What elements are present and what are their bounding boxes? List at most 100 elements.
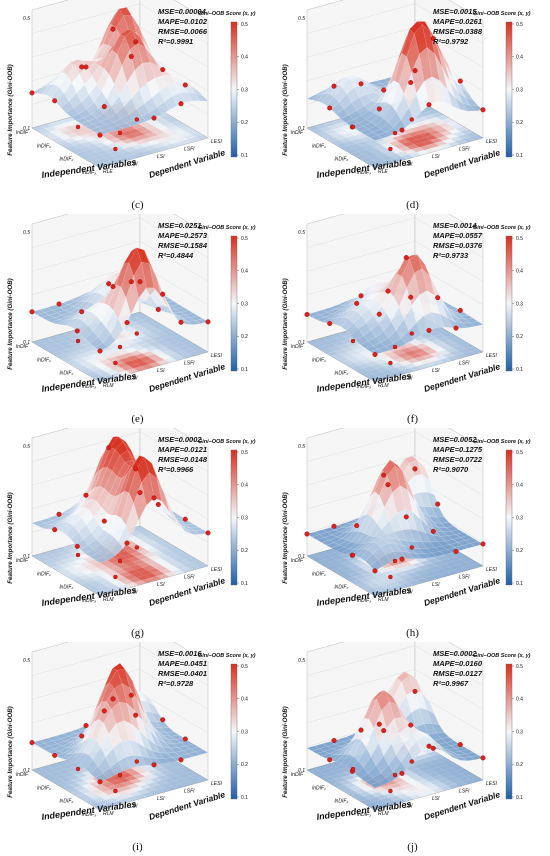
floor-cell — [146, 547, 159, 553]
floor-point — [134, 759, 140, 764]
floor-cell — [127, 342, 141, 348]
floor-cell — [190, 560, 204, 566]
floor-cell — [385, 372, 399, 378]
surface-cell — [462, 756, 476, 761]
floor-cell — [124, 347, 138, 353]
floor-cell — [358, 149, 371, 155]
floor-cell — [344, 342, 358, 347]
floor-cell — [403, 577, 417, 583]
floor-cell — [366, 361, 379, 367]
floor-cell — [326, 565, 339, 571]
floor-cell — [180, 567, 193, 573]
floor-cell — [131, 786, 145, 792]
floor-cell — [383, 792, 397, 798]
floor-cell — [131, 358, 145, 364]
floor-cell — [324, 771, 337, 777]
floor-cell — [79, 775, 92, 781]
floor-cell — [74, 558, 88, 564]
data-point — [408, 722, 414, 728]
floor-cell — [52, 552, 65, 558]
floor-cell — [110, 372, 124, 378]
floor-cell — [423, 341, 436, 347]
floor-cell — [446, 762, 459, 768]
floor-cell — [168, 125, 181, 131]
y-tick-label: LSI — [432, 582, 440, 588]
floor-cell — [440, 558, 453, 564]
floor-cell — [109, 138, 122, 143]
colorbar-gradient — [230, 449, 238, 586]
floor-cell — [416, 150, 429, 156]
metric-mse: MSE=0.0251 — [158, 221, 202, 230]
floor-cell — [126, 536, 140, 541]
floor-cell — [329, 774, 342, 780]
floor-cell — [376, 140, 390, 146]
floor-cell — [101, 782, 115, 788]
floor-cell — [319, 768, 333, 774]
y-tick-label: LSFI — [184, 361, 195, 367]
y-tick-label: LSFI — [184, 789, 195, 795]
surface-cell — [195, 749, 209, 755]
floor-cell — [158, 548, 172, 554]
colorbar-gradient — [505, 663, 513, 800]
floor-cell — [332, 769, 345, 775]
floor-cell — [451, 123, 464, 129]
floor-cell — [46, 776, 60, 782]
y-tick-label: LBI — [130, 804, 138, 810]
floor-cell — [133, 152, 147, 158]
data-point — [160, 291, 166, 297]
floor-cell — [55, 119, 68, 125]
floor-cell — [70, 362, 84, 368]
floor-cell — [419, 111, 432, 117]
floor-cell — [355, 368, 369, 374]
floor-cell — [86, 786, 99, 792]
floor-cell — [86, 144, 99, 150]
data-point — [97, 132, 103, 138]
floor-cell — [348, 143, 362, 149]
metric-rmse: RMSE=0.0401 — [158, 669, 207, 678]
floor-cell — [145, 132, 158, 138]
floor-cell — [137, 562, 150, 568]
floor-cell — [109, 780, 122, 785]
floor-cell — [120, 344, 133, 350]
floor-cell — [316, 345, 330, 351]
z-tick-label: 0.5 — [23, 444, 30, 450]
floor-cell — [122, 767, 136, 773]
floor-cell — [350, 793, 364, 799]
floor-cell — [384, 566, 397, 571]
floor-cell — [349, 344, 363, 350]
floor-cell — [122, 780, 135, 786]
floor-cell — [465, 346, 479, 352]
floor-cell — [409, 139, 423, 145]
floor-cell — [346, 135, 360, 141]
floor-cell — [122, 566, 135, 572]
floor-cell — [354, 133, 367, 139]
floor-cell — [195, 563, 208, 569]
floor-cell — [75, 793, 89, 799]
floor-cell — [393, 798, 406, 804]
floor-cell — [62, 545, 76, 551]
floor-cell — [187, 137, 201, 143]
surface-cell — [408, 552, 422, 559]
surface-cell — [179, 524, 193, 535]
floor-cell — [345, 148, 359, 154]
floor-cell — [129, 778, 143, 784]
floor-cell — [455, 126, 469, 132]
floor-cell — [143, 338, 156, 344]
floor-cell — [337, 558, 350, 564]
floor-cell — [314, 551, 328, 557]
data-point — [52, 527, 58, 533]
floor-cell — [108, 578, 122, 584]
floor-cell — [175, 136, 188, 142]
floor-cell — [131, 324, 144, 330]
floor-cell — [128, 577, 142, 583]
floor-cell — [431, 145, 445, 151]
floor-cell — [353, 788, 367, 794]
floor-cell — [116, 790, 129, 796]
y-tick-label: LSFI — [459, 361, 470, 367]
floor-cell — [429, 566, 443, 571]
grid-line — [31, 240, 209, 282]
floor-cell — [365, 802, 378, 808]
floor-cell — [148, 341, 161, 347]
floor-cell — [166, 546, 179, 551]
floor-cell — [110, 586, 124, 592]
